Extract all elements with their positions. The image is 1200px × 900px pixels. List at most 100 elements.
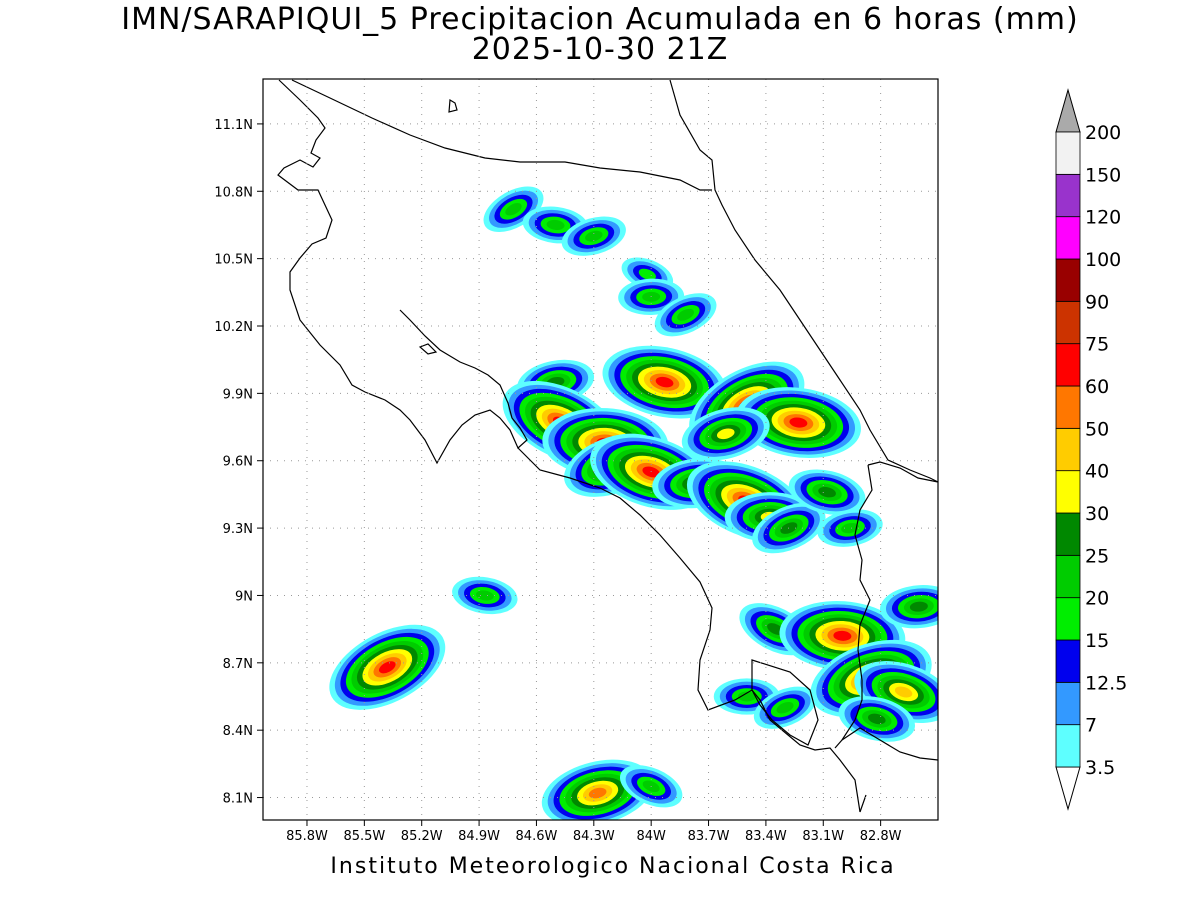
y-tick-label: 8.1N — [223, 792, 253, 807]
colorbar-swatch — [1055, 131, 1081, 175]
precip-contour — [655, 376, 674, 388]
y-tick-label: 11.1N — [214, 118, 253, 133]
colorbar-label: 30 — [1085, 503, 1109, 525]
precip-contour — [716, 428, 735, 440]
precip-cell — [654, 293, 717, 337]
precip-cell — [561, 216, 626, 256]
colorbar-swatch — [1055, 724, 1081, 768]
colorbar-swatch — [1055, 681, 1081, 726]
nicaragua-border — [291, 79, 712, 191]
precip-cell — [452, 576, 518, 615]
precip-contour — [909, 601, 928, 612]
colorbar-label: 50 — [1085, 418, 1109, 440]
x-axis-ticks: 85.8W 85.5W 85.2W 84.9W 84.6W 84.3W 84W 83.7W 83… — [286, 820, 902, 844]
x-tick-label: 84.9W — [458, 829, 500, 844]
colorbar-label: 90 — [1085, 291, 1109, 313]
x-tick-label: 83.1W — [802, 829, 844, 844]
colorbar-label: 7 — [1085, 715, 1097, 737]
colorbar-label: 20 — [1085, 588, 1109, 610]
x-tick-label: 84W — [636, 829, 666, 844]
colorbar-label: 40 — [1085, 461, 1109, 483]
colorbar-label: 60 — [1085, 376, 1109, 398]
precip-contour — [505, 203, 522, 216]
colorbar-label: 200 — [1085, 122, 1121, 144]
precip-contour — [789, 417, 808, 428]
osa-peninsula — [751, 659, 819, 746]
x-tick-label: 85.5W — [343, 829, 385, 844]
precip-contour — [588, 787, 607, 799]
precip-cell — [788, 469, 866, 515]
precip-cell — [735, 387, 861, 458]
lake-shore — [448, 98, 458, 113]
nicoya-gulf-island — [418, 343, 438, 355]
y-tick-label: 9.9N — [223, 387, 253, 402]
chart-subtitle-date: 2025-10-30 21Z — [471, 32, 729, 67]
precip-cell — [753, 686, 817, 729]
colorbar-swatch — [1055, 597, 1081, 641]
precip-contour — [833, 630, 852, 641]
colorbar-label: 100 — [1085, 249, 1121, 271]
map-frame — [262, 78, 939, 821]
precip-contour — [638, 268, 656, 280]
x-tick-label: 83.4W — [745, 829, 787, 844]
y-axis-ticks: 8.1N 8.4N 8.7N 9N 9.3N 9.6N 9.9N 10.2N 10.5N 10.8… — [214, 118, 263, 807]
colorbar-swatch — [1055, 216, 1081, 260]
coastline-borders — [277, 79, 938, 813]
colorbar-swatch — [1055, 554, 1081, 599]
precip-cell — [483, 186, 544, 233]
colorbar-swatch — [1055, 385, 1081, 429]
precip-cell — [681, 407, 770, 461]
precip-contour — [677, 308, 695, 321]
y-tick-label: 10.8N — [214, 185, 253, 200]
panama-border — [834, 461, 938, 749]
colorbar-swatch — [1055, 512, 1081, 556]
colorbar-swatch — [1055, 639, 1081, 683]
colorbar-label: 150 — [1085, 164, 1121, 186]
colorbar-label: 12.5 — [1085, 672, 1127, 694]
precip-contour — [585, 230, 603, 242]
y-tick-label: 9.6N — [223, 455, 253, 470]
y-tick-label: 9N — [235, 589, 253, 604]
precip-contour — [841, 522, 859, 534]
y-tick-label: 10.2N — [214, 320, 253, 335]
lat-lon-grid — [263, 79, 938, 820]
x-tick-label: 84.3W — [573, 829, 615, 844]
x-tick-label: 84.6W — [516, 829, 558, 844]
colorbar-swatch — [1055, 427, 1081, 472]
nicaragua-pacific-coast — [277, 79, 528, 465]
precip-contour — [867, 713, 886, 725]
precip-cell — [879, 585, 938, 629]
colorbar-swatch — [1055, 173, 1081, 218]
colorbar-swatch — [1055, 343, 1081, 387]
precip-contour — [818, 486, 836, 498]
precip-cell — [817, 509, 883, 547]
colorbar-label: 120 — [1085, 207, 1121, 229]
x-tick-label: 82.8W — [860, 829, 902, 844]
precip-contour — [894, 686, 913, 698]
precip-contour — [776, 701, 794, 714]
pacific-coast-south — [517, 447, 861, 813]
precip-cell — [329, 624, 446, 710]
precip-contour — [475, 590, 494, 601]
footer-credit: Instituto Meteorologico Nacional Costa R… — [330, 854, 896, 879]
colorbar-legend: 3.5 7 12.5 15 20 25 30 40 50 60 75 90 100 120 150 200 — [1055, 88, 1127, 811]
y-tick-label: 8.7N — [223, 657, 253, 672]
x-tick-label: 83.7W — [688, 829, 730, 844]
chart-title: IMN/SARAPIQUI_5 Precipitacion Acumulada … — [121, 2, 1079, 37]
precip-contour — [737, 691, 756, 702]
colorbar-label: 15 — [1085, 630, 1109, 652]
precip-cell — [602, 345, 727, 419]
x-tick-label: 85.2W — [401, 829, 443, 844]
colorbar-swatch — [1055, 470, 1081, 514]
colorbar-label: 25 — [1085, 545, 1109, 567]
colorbar-label: 3.5 — [1085, 757, 1115, 779]
caribbean-coast — [669, 79, 938, 483]
colorbar-swatch — [1055, 258, 1081, 302]
y-tick-label: 9.3N — [223, 522, 253, 537]
y-tick-label: 10.5N — [214, 253, 253, 268]
x-tick-label: 85.8W — [286, 829, 328, 844]
precip-contour — [379, 661, 396, 674]
precip-contour — [546, 219, 565, 230]
colorbar-arrow-low — [1055, 766, 1081, 811]
